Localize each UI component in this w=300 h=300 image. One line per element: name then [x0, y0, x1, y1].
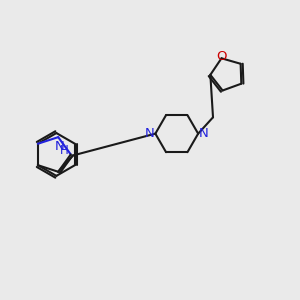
Text: N: N	[145, 127, 155, 140]
Text: N: N	[55, 140, 64, 153]
Text: N: N	[199, 127, 208, 140]
Text: H: H	[60, 144, 69, 157]
Text: O: O	[216, 50, 227, 63]
